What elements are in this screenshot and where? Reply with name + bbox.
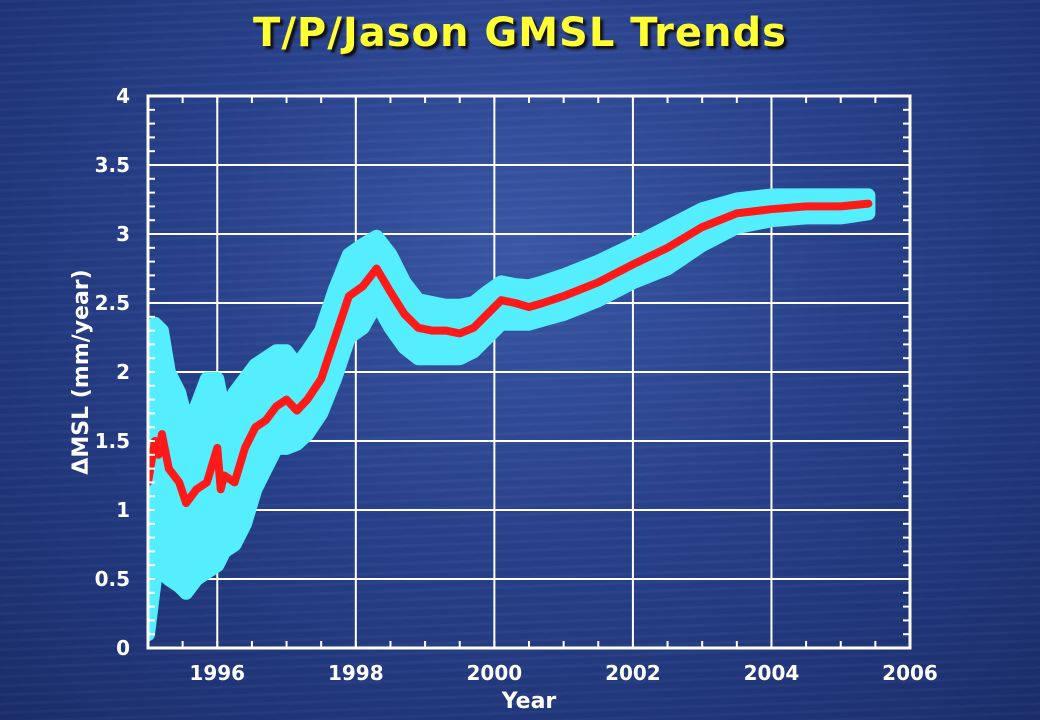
trend-point bbox=[629, 260, 637, 268]
y-tick-label: 1 bbox=[116, 498, 130, 522]
trend-point bbox=[733, 209, 741, 217]
trend-point bbox=[317, 375, 325, 383]
y-tick-label: 2.5 bbox=[95, 291, 130, 315]
trend-point bbox=[359, 282, 367, 290]
y-tick-label: 3.5 bbox=[95, 153, 130, 177]
trend-point bbox=[272, 403, 280, 410]
y-tick-label: 3 bbox=[116, 222, 130, 246]
y-tick-label: 2 bbox=[116, 360, 130, 384]
y-axis-title: ΔMSL (mm/year) bbox=[69, 269, 94, 474]
trend-point bbox=[664, 244, 672, 252]
y-tick-label: 4 bbox=[116, 84, 130, 108]
trend-line-layer bbox=[148, 199, 873, 508]
trend-point bbox=[262, 416, 270, 424]
trend-point bbox=[165, 465, 173, 473]
trend-point bbox=[182, 499, 190, 507]
x-tick-label: 1996 bbox=[189, 661, 245, 685]
x-tick-label: 1998 bbox=[328, 661, 384, 685]
trend-point bbox=[175, 478, 183, 486]
trend-point bbox=[213, 444, 221, 452]
uncertainty-band-layer bbox=[148, 188, 876, 642]
trend-point bbox=[373, 265, 381, 272]
trend-point bbox=[428, 327, 436, 335]
trend-point bbox=[497, 296, 505, 304]
trend-point bbox=[251, 423, 259, 431]
trend-point bbox=[331, 334, 339, 341]
x-tick-label: 2004 bbox=[744, 661, 800, 685]
trend-point bbox=[525, 303, 533, 311]
trend-point bbox=[217, 485, 225, 493]
trend-point bbox=[203, 478, 211, 486]
trend-point bbox=[837, 202, 845, 210]
trend-point bbox=[303, 396, 311, 404]
trend-point bbox=[192, 485, 200, 493]
trend-point bbox=[158, 430, 166, 438]
trend-point bbox=[594, 278, 602, 286]
trend-point bbox=[511, 299, 519, 307]
trend-point bbox=[345, 292, 353, 300]
trend-point bbox=[539, 299, 547, 307]
y-tick-label: 0.5 bbox=[95, 567, 130, 591]
trend-point bbox=[864, 200, 872, 208]
trend-point bbox=[698, 223, 706, 231]
trend-point bbox=[483, 310, 491, 318]
trend-point bbox=[560, 292, 568, 300]
y-tick-label: 1.5 bbox=[95, 429, 130, 453]
x-tick-label: 2006 bbox=[882, 661, 938, 685]
trend-point bbox=[400, 310, 408, 318]
trend-point bbox=[470, 324, 478, 332]
trend-point bbox=[231, 478, 239, 486]
trend-point bbox=[414, 324, 422, 332]
chart-title: T/P/Jason GMSL Trends bbox=[253, 10, 787, 56]
uncertainty-band bbox=[148, 188, 876, 642]
trend-point bbox=[442, 327, 450, 335]
x-tick-label: 2002 bbox=[605, 661, 661, 685]
trend-point bbox=[241, 444, 249, 452]
trend-point bbox=[456, 329, 464, 337]
trend-point bbox=[802, 202, 810, 210]
trend-point bbox=[293, 407, 301, 415]
x-tick-label: 2000 bbox=[467, 661, 523, 685]
y-tick-label: 0 bbox=[116, 636, 130, 660]
trend-point bbox=[220, 472, 228, 479]
trend-point bbox=[767, 205, 775, 213]
trend-point bbox=[154, 451, 162, 459]
trend-point bbox=[283, 396, 291, 404]
trend-point bbox=[386, 288, 394, 296]
x-axis-title: Year bbox=[501, 689, 557, 714]
tick-labels: 1996 1998 2000 2002 2004 2006 0 0.5 1 1.5 2 2.5 3 3.5… bbox=[95, 84, 938, 685]
axis-ticks bbox=[147, 95, 911, 649]
